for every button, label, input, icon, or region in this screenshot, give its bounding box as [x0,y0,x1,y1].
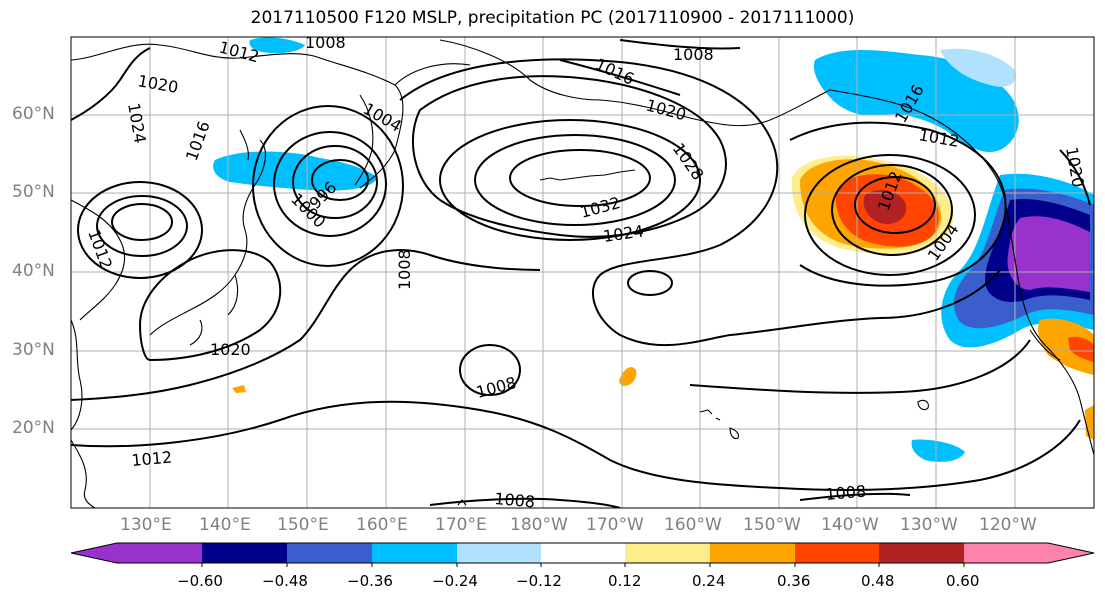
isobar-label: 1012 [84,227,116,272]
lon-label: 150°W [743,515,801,535]
isobar-label: 1008 [305,33,346,52]
isobar-label: 1016 [182,119,214,164]
lon-label: 120°W [979,515,1037,535]
colorbar-bin [287,543,372,563]
precip-baja-positive [1037,318,1094,375]
precip-small-negative-1 [911,439,965,462]
map-frame [70,36,1095,509]
precip-small-positive-2 [232,385,246,393]
isobar-label: 1032 [578,193,622,222]
lon-label: 140°E [199,515,251,535]
map-title: 2017110500 F120 MSLP, precipitation PC (… [250,8,855,28]
lon-label: 150°E [277,515,329,535]
colorbar-bin [964,543,1048,563]
isobar-label: 1008 [494,489,536,511]
lon-label: 140°W [821,515,879,535]
colorbar-tick-label: 0.48 [861,572,895,590]
colorbar-bin [710,543,795,563]
colorbar-tick-label: 0.60 [946,572,980,590]
lon-label: 170°W [586,515,644,535]
precip-small-positive-1 [619,367,637,386]
colorbar-tick-label: 0.36 [777,572,811,590]
lat-label: 60°N [12,104,55,124]
lon-label: 130°W [900,515,958,535]
isobar-label: 1020 [210,340,251,359]
colorbar-bin [625,543,710,563]
precip-negative-purple [1007,216,1090,292]
lon-label: 180°W [510,515,568,535]
isobar-label: 1008 [395,249,414,290]
colorbar-tick-label: −0.60 [177,572,223,590]
coastlines [71,39,1094,508]
lat-label: 50°N [12,182,55,202]
precip-positive-darkred [863,190,907,225]
isobar-label: 1024 [602,221,645,245]
colorbar-bin [457,543,541,563]
colorbar-bin [879,543,964,563]
colorbar-bin [372,543,457,563]
colorbar-bin [541,543,625,563]
isobars [71,39,1091,508]
colorbar [70,542,1095,567]
lat-label: 40°N [12,261,55,281]
colorbar-outline [70,542,1095,564]
colorbar-tick-label: −0.12 [516,572,562,590]
isobar-label: 1020 [644,96,688,125]
precip-alaska-light [940,48,1016,87]
islands [457,169,929,506]
lon-label: 170°E [435,515,487,535]
precip-baja-red [1068,336,1094,362]
colorbar-extend-left [71,543,117,563]
colorbar-bin [117,543,202,563]
isobar-label: 1008 [673,45,714,64]
lon-label: 160°E [356,515,408,535]
colorbar-tick-label: −0.24 [432,572,478,590]
lon-label: 130°E [120,515,172,535]
graticule [71,37,1094,508]
colorbar-bin [202,543,287,563]
isobar-label: 1008 [825,482,867,504]
isobar-label: 1024 [124,101,150,144]
lat-label: 30°N [12,340,55,360]
isobar-label: 1012 [131,448,173,470]
colorbar-tick-label: −0.36 [347,572,393,590]
isobar-label: 1020 [136,71,179,97]
lat-label: 20°N [12,418,55,438]
precip-kamchatka-top [249,37,305,54]
colorbar-tick-label: 0.12 [608,572,642,590]
colorbar-bin [795,543,879,563]
lon-label: 160°W [664,515,722,535]
precip-mexico-positive [1085,405,1094,440]
colorbar-tick-label: −0.48 [262,572,308,590]
colorbar-tick-label: 0.24 [692,572,726,590]
colorbar-extend-right [1048,543,1094,563]
isobar-label: 1008 [474,373,518,402]
